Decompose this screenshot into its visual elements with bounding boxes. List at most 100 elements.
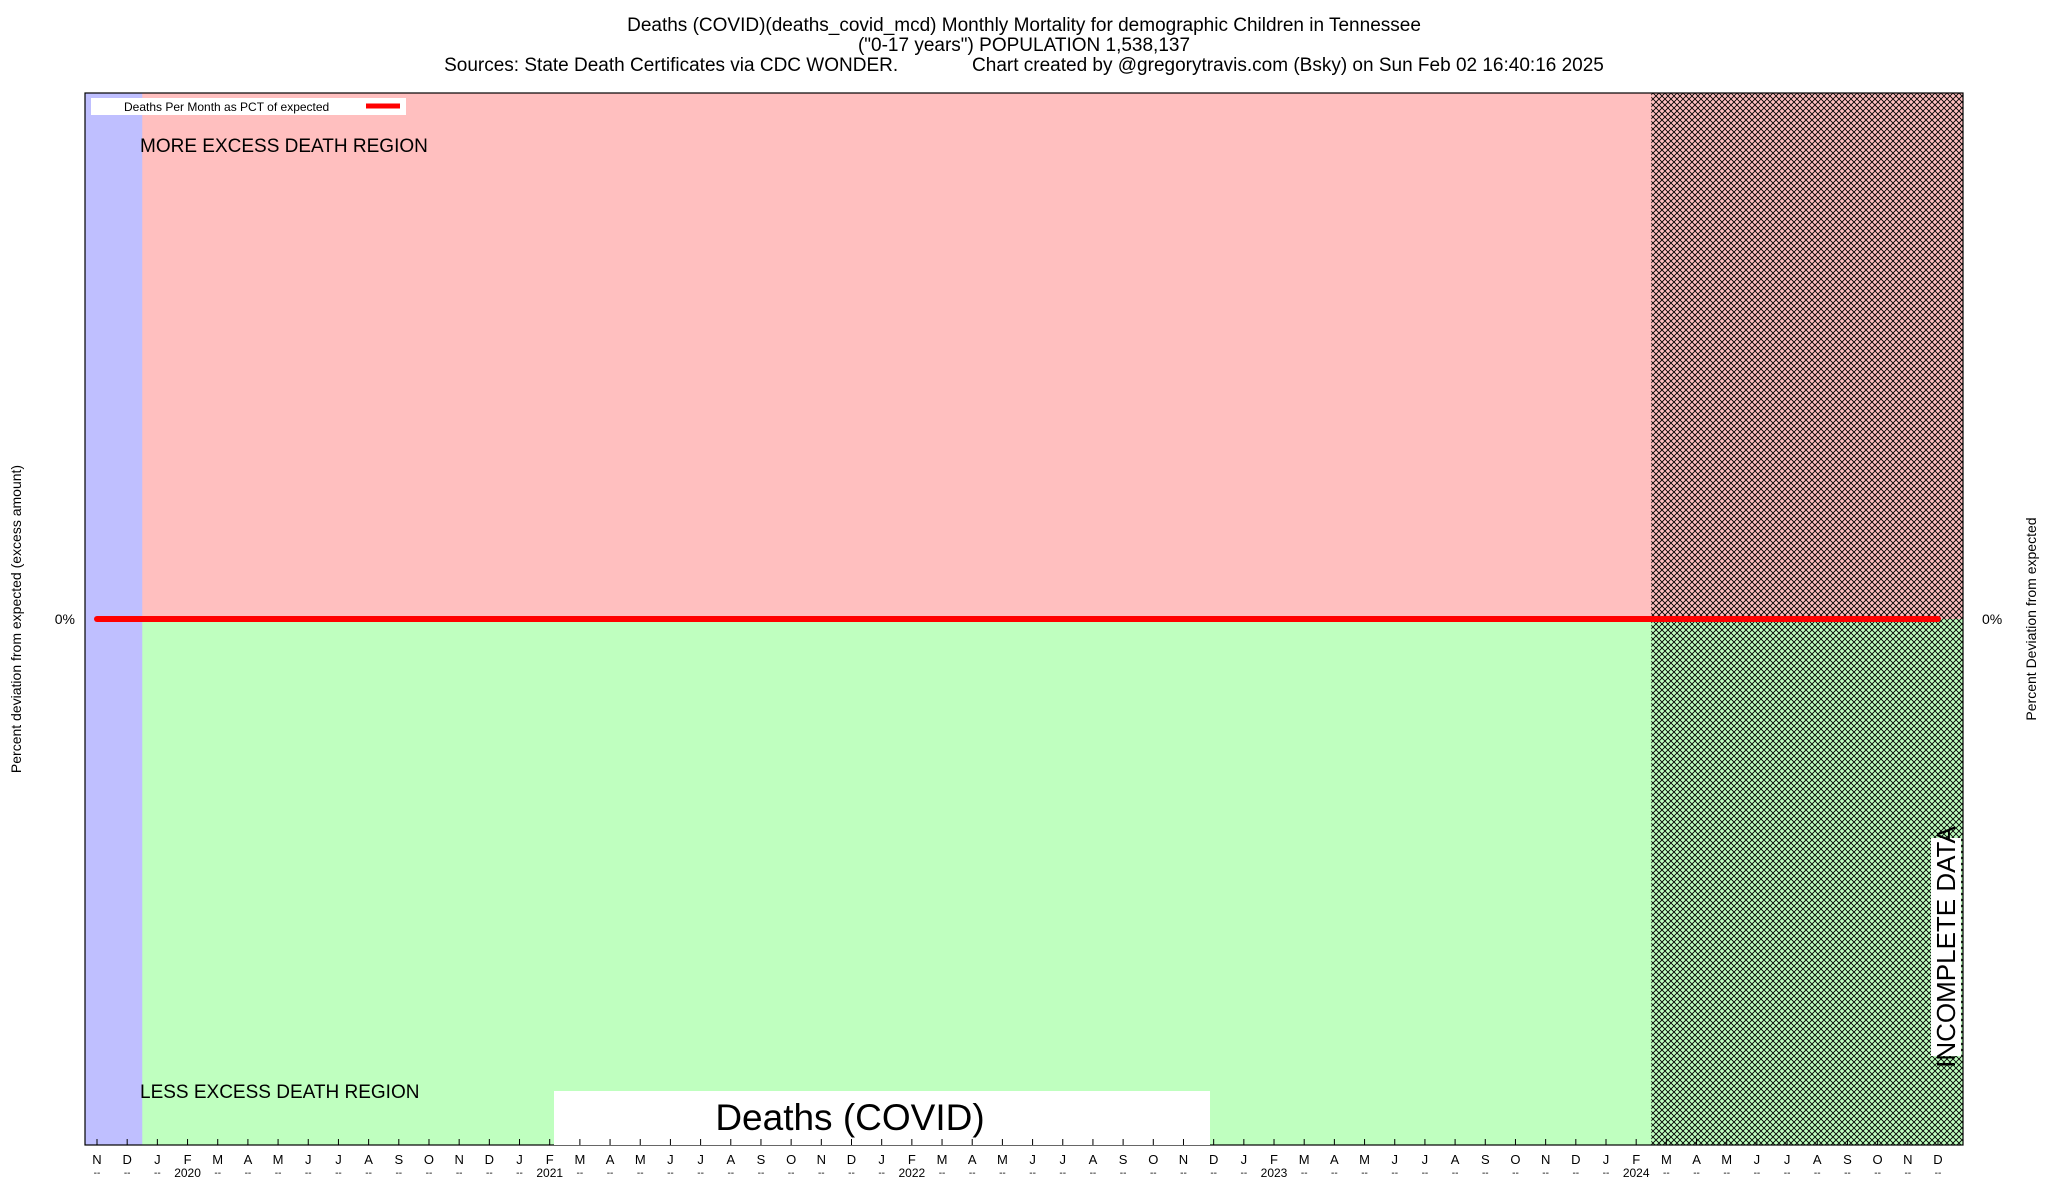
x-tick-label: A [364,1152,373,1167]
x-tick-sublabel: -- [637,1168,644,1179]
x-tick-label: A [1330,1152,1339,1167]
x-tick-sublabel: -- [275,1168,282,1179]
x-year-label: 2023 [1261,1166,1288,1180]
x-tick-sublabel: -- [1150,1168,1157,1179]
x-tick-label: D [122,1152,131,1167]
x-tick-label: J [305,1152,312,1167]
x-year-label: 2022 [899,1166,926,1180]
y-axis-label-right: Percent Deviation from expected [2023,517,2039,720]
x-tick-sublabel: -- [1120,1168,1127,1179]
x-tick-sublabel: -- [1301,1168,1308,1179]
x-tick-sublabel: -- [245,1168,252,1179]
x-tick-sublabel: -- [516,1168,523,1179]
x-tick-label: N [1541,1152,1550,1167]
x-tick-label: J [335,1152,342,1167]
x-tick-label: J [1029,1152,1036,1167]
x-tick-label: M [212,1152,223,1167]
less-excess-region [85,619,1963,1145]
x-tick-label: J [1391,1152,1398,1167]
x-tick-label: S [1481,1152,1490,1167]
x-tick-sublabel: -- [1693,1168,1700,1179]
x-tick-sublabel: -- [124,1168,131,1179]
x-tick-label: A [726,1152,735,1167]
x-tick-label: D [847,1152,856,1167]
legend-label: Deaths Per Month as PCT of expected [124,100,329,114]
center-label: Deaths (COVID) [715,1097,984,1138]
chart-title-line-1: Deaths (COVID)(deaths_covid_mcd) Monthly… [627,15,1421,36]
x-tick-sublabel: -- [1874,1168,1881,1179]
chart-title-line-2: ("0-17 years") POPULATION 1,538,137 [858,35,1190,56]
x-tick-sublabel: -- [667,1168,674,1179]
x-axis: N--D--J--F M--A--M--J--J--A--S--O--N--D--… [92,1139,1943,1180]
legend-box [91,98,406,115]
x-tick-sublabel: -- [1904,1168,1911,1179]
x-tick-label: J [1603,1152,1610,1167]
x-tick-sublabel: -- [1180,1168,1187,1179]
x-tick-label: S [1843,1152,1852,1167]
x-tick-label: J [1754,1152,1761,1167]
x-tick-label: F [546,1152,554,1167]
x-tick-label: O [424,1152,434,1167]
x-tick-sublabel: -- [1210,1168,1217,1179]
x-tick-sublabel: -- [1391,1168,1398,1179]
x-tick-sublabel: -- [426,1168,433,1179]
x-tick-sublabel: -- [1935,1168,1942,1179]
x-tick-sublabel: -- [1331,1168,1338,1179]
x-tick-sublabel: -- [1422,1168,1429,1179]
x-tick-label: M [1721,1152,1732,1167]
y-tick-right-0: 0% [1982,611,2002,627]
incomplete-data-label-box [1931,838,1961,1056]
x-tick-label: J [1060,1152,1067,1167]
x-tick-sublabel: -- [1844,1168,1851,1179]
x-tick-label: F [908,1152,916,1167]
x-tick-label: A [1451,1152,1460,1167]
x-tick-sublabel: -- [848,1168,855,1179]
x-tick-label: J [667,1152,674,1167]
more-excess-region-label: MORE EXCESS DEATH REGION [140,136,428,157]
more-excess-region [85,93,1963,619]
x-tick-sublabel: -- [154,1168,161,1179]
x-tick-sublabel: -- [1241,1168,1248,1179]
x-tick-label: O [1148,1152,1158,1167]
x-tick-label: N [1903,1152,1912,1167]
x-tick-label: J [1241,1152,1248,1167]
x-tick-label: M [1661,1152,1672,1167]
x-tick-sublabel: -- [1361,1168,1368,1179]
x-tick-label: N [817,1152,826,1167]
x-tick-sublabel: -- [486,1168,493,1179]
x-tick-label: S [1119,1152,1128,1167]
less-excess-region-label: LESS EXCESS DEATH REGION [140,1082,419,1103]
x-tick-label: M [574,1152,585,1167]
x-tick-label: S [757,1152,766,1167]
x-tick-label: O [786,1152,796,1167]
x-tick-label: J [697,1152,704,1167]
x-tick-label: N [1179,1152,1188,1167]
x-tick-label: F [1632,1152,1640,1167]
x-tick-sublabel: -- [969,1168,976,1179]
y-tick-left-0: 0% [55,611,75,627]
x-tick-sublabel: -- [456,1168,463,1179]
x-tick-label: J [878,1152,885,1167]
legend: Deaths Per Month as PCT of expected [91,98,406,115]
x-tick-sublabel: -- [1029,1168,1036,1179]
x-tick-sublabel: -- [1754,1168,1761,1179]
x-tick-sublabel: -- [1784,1168,1791,1179]
x-tick-sublabel: -- [1542,1168,1549,1179]
x-tick-sublabel: -- [94,1168,101,1179]
x-tick-sublabel: -- [577,1168,584,1179]
x-tick-label: A [1813,1152,1822,1167]
x-tick-label: O [1873,1152,1883,1167]
x-tick-label: D [1571,1152,1580,1167]
x-tick-label: S [394,1152,403,1167]
x-tick-sublabel: -- [1482,1168,1489,1179]
x-tick-label: M [1359,1152,1370,1167]
x-tick-label: J [1784,1152,1791,1167]
x-tick-label: M [273,1152,284,1167]
x-tick-label: J [154,1152,161,1167]
x-tick-label: M [1299,1152,1310,1167]
x-tick-sublabel: -- [1814,1168,1821,1179]
x-tick-sublabel: -- [697,1168,704,1179]
incomplete-data-label: INCOMPLETE DATA [1931,825,1961,1067]
x-tick-label: F [184,1152,192,1167]
